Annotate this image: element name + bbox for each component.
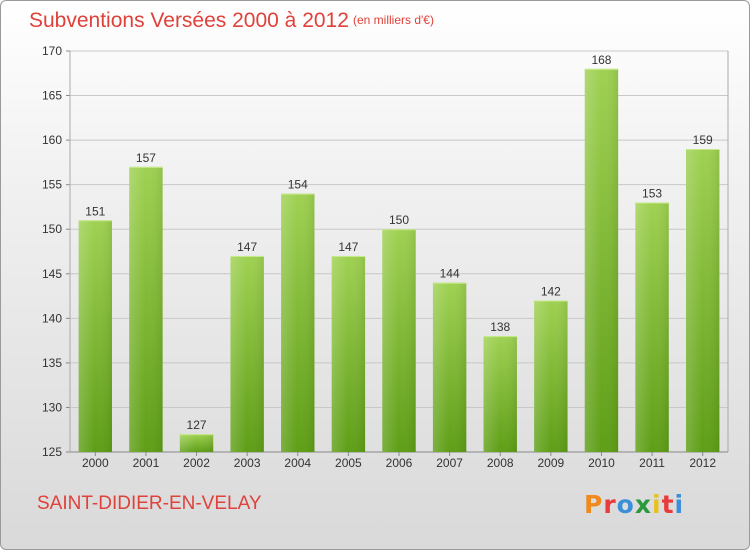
x-tick-label: 2012	[689, 456, 716, 470]
bar-value-label: 154	[288, 178, 308, 192]
logo-letter: i	[652, 490, 662, 519]
bar-value-label: 142	[541, 285, 561, 299]
y-tick-label: 160	[42, 133, 62, 147]
bar-shade-2004	[281, 193, 315, 453]
x-tick-label: 2006	[386, 456, 413, 470]
bar-value-label: 168	[591, 53, 611, 67]
logo-letter: P	[584, 490, 604, 519]
bar-shade-2003	[230, 255, 264, 452]
x-tick-label: 2009	[537, 456, 564, 470]
bar-shade-2009	[534, 300, 568, 452]
y-tick-label: 170	[42, 44, 62, 58]
x-tick-label: 2000	[82, 456, 109, 470]
x-tick-label: 2007	[436, 456, 463, 470]
bar-shade-2000	[78, 220, 113, 452]
bar-value-label: 157	[136, 151, 156, 165]
x-tick-label: 2001	[133, 456, 160, 470]
bar-value-label: 147	[338, 240, 358, 254]
y-tick-label: 140	[42, 311, 62, 325]
bar-shade-2001	[129, 166, 163, 452]
bar-value-label: 127	[187, 418, 207, 432]
proxiti-logo[interactable]: Proxiti	[584, 490, 684, 519]
bar-value-label: 153	[642, 186, 662, 200]
bar-shade-2011	[635, 202, 669, 452]
y-tick-label: 125	[42, 445, 62, 459]
x-tick-label: 2010	[588, 456, 615, 470]
logo-letter: x	[634, 490, 652, 519]
bar-value-label: 138	[490, 320, 510, 334]
bar-value-label: 159	[693, 133, 713, 147]
commune-name: SAINT-DIDIER-EN-VELAY	[37, 493, 262, 514]
x-tick-label: 2008	[487, 456, 514, 470]
logo-letter: o	[616, 490, 635, 519]
y-tick-label: 165	[42, 89, 62, 103]
x-tick-label: 2002	[183, 456, 210, 470]
y-tick-label: 135	[42, 356, 62, 370]
x-tick-label: 2004	[284, 456, 311, 470]
chart-title: Subventions Versées 2000 à 2012	[29, 9, 349, 32]
bar-shade-2010	[584, 68, 619, 453]
bar-shade-2005	[331, 255, 366, 452]
y-tick-label: 145	[42, 267, 62, 281]
logo-letter: r	[603, 490, 617, 519]
bar-shade-2008	[483, 336, 517, 452]
bar-shade-2002	[179, 434, 214, 452]
y-tick-label: 130	[42, 400, 62, 414]
bar-shade-2007	[432, 282, 467, 452]
bar-shade-2012	[685, 149, 720, 452]
y-tick-label: 155	[42, 178, 62, 192]
bar-value-label: 150	[389, 213, 409, 227]
y-tick-label: 150	[42, 222, 62, 236]
chart-unit-note: (en milliers d'€)	[353, 13, 434, 27]
bar-value-label: 147	[237, 240, 257, 254]
x-tick-label: 2003	[234, 456, 261, 470]
bar-value-label: 151	[85, 204, 105, 218]
bar-value-label: 144	[440, 267, 460, 281]
x-tick-label: 2011	[639, 456, 665, 470]
logo-letter: t	[661, 490, 675, 519]
bar-shade-2006	[382, 229, 416, 452]
logo-letter: i	[674, 490, 685, 519]
x-tick-label: 2005	[335, 456, 362, 470]
